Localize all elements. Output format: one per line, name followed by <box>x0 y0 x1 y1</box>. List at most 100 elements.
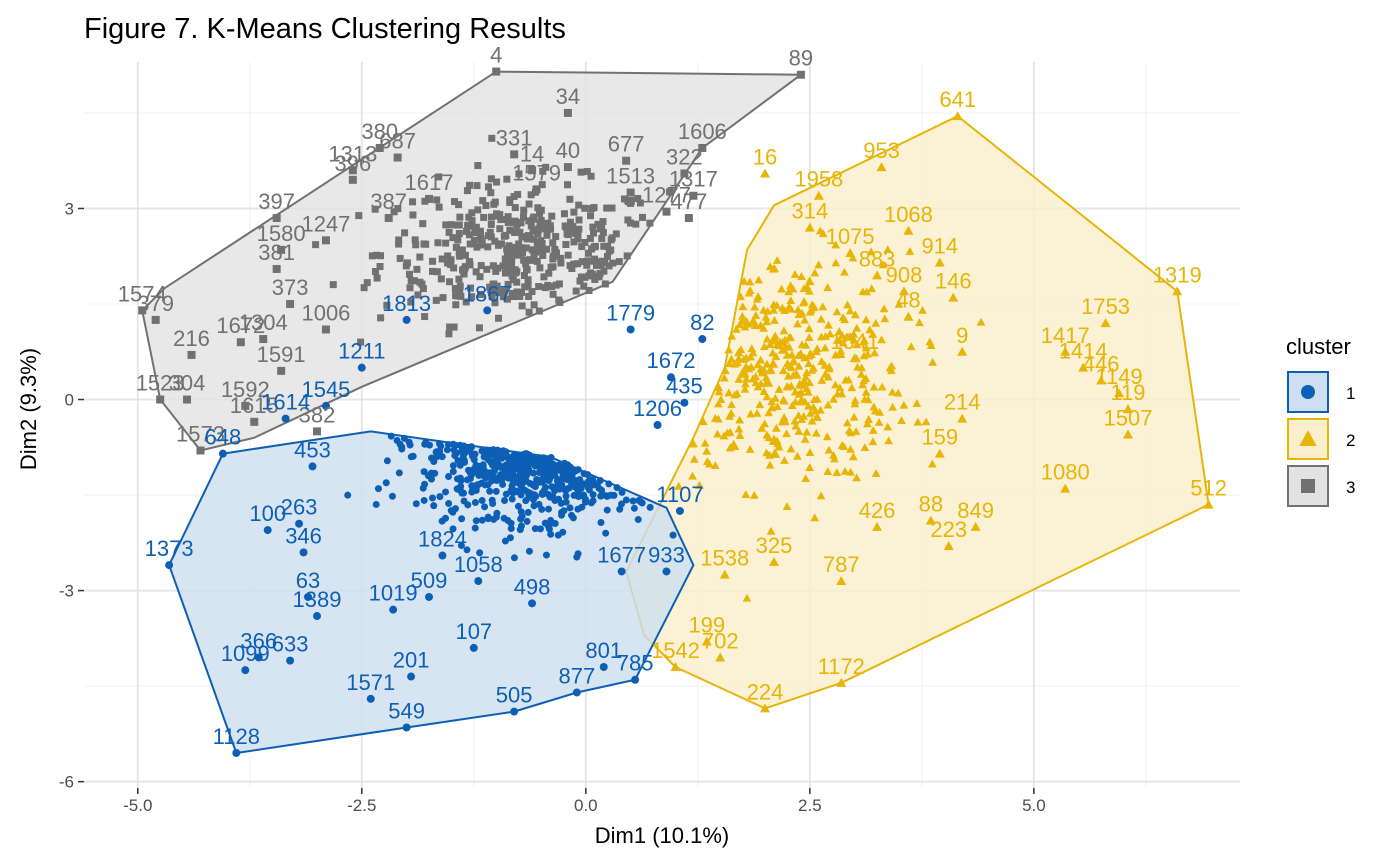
point-label: 1414 <box>1059 339 1108 364</box>
data-point <box>1060 346 1071 356</box>
data-point <box>530 226 538 234</box>
data-point <box>807 365 817 374</box>
data-point <box>719 569 730 579</box>
data-point <box>449 525 457 533</box>
data-point <box>848 452 858 461</box>
data-point <box>373 274 381 282</box>
data-point <box>357 338 365 346</box>
data-point <box>449 467 457 475</box>
data-point <box>447 256 455 264</box>
data-point <box>801 340 811 349</box>
data-point <box>553 462 561 470</box>
data-point <box>513 278 521 286</box>
x-tick-label: 0.0 <box>574 796 598 815</box>
data-point <box>535 226 543 234</box>
data-point <box>715 652 726 662</box>
data-point <box>563 108 572 117</box>
data-point <box>635 497 643 505</box>
point-label: 641 <box>939 87 976 112</box>
data-point <box>481 503 489 511</box>
data-point <box>684 214 693 223</box>
data-point <box>458 447 466 455</box>
data-point <box>701 636 712 646</box>
data-point <box>734 354 744 362</box>
data-point <box>478 479 486 487</box>
data-point <box>416 253 424 261</box>
data-point <box>464 466 472 474</box>
data-point <box>805 277 815 286</box>
data-point <box>410 277 418 285</box>
point-label: 453 <box>294 437 331 462</box>
point-label: 224 <box>747 679 784 704</box>
data-point <box>794 426 804 435</box>
data-point <box>442 221 450 229</box>
data-point <box>867 284 877 293</box>
data-point <box>491 299 499 307</box>
data-point <box>749 490 759 499</box>
data-point <box>799 297 809 305</box>
data-point <box>714 387 724 396</box>
data-point <box>543 245 551 253</box>
data-point <box>413 265 421 273</box>
data-point <box>816 491 826 500</box>
point-label: 107 <box>455 619 492 644</box>
point-label: 322 <box>666 144 703 169</box>
data-point <box>861 343 871 352</box>
data-point <box>484 243 492 251</box>
data-point <box>412 500 420 508</box>
data-point <box>466 181 474 189</box>
data-point <box>698 335 707 344</box>
data-point <box>443 446 451 454</box>
data-point <box>538 181 546 189</box>
data-point <box>760 168 771 178</box>
data-point <box>454 457 462 465</box>
data-point <box>537 456 545 464</box>
point-label: 1075 <box>826 224 875 249</box>
data-point <box>849 335 859 344</box>
data-point <box>497 453 505 461</box>
data-point <box>770 315 779 324</box>
data-point <box>390 208 398 216</box>
data-point <box>630 504 638 512</box>
data-point <box>808 402 818 411</box>
data-point <box>599 663 608 671</box>
data-point <box>514 502 522 510</box>
point-label: 396 <box>334 151 371 176</box>
data-point <box>615 258 623 266</box>
data-point <box>524 276 532 284</box>
data-point <box>506 267 514 275</box>
data-point <box>456 282 464 290</box>
data-point <box>442 239 450 247</box>
data-point <box>387 432 395 440</box>
data-point <box>841 375 850 384</box>
y-axis-title: Dim2 (9.3%) <box>16 348 41 470</box>
data-point <box>504 213 512 221</box>
data-point <box>823 400 833 409</box>
data-point <box>869 382 879 391</box>
data-point <box>769 556 780 566</box>
data-point <box>634 516 642 524</box>
point-label: 1617 <box>405 170 454 195</box>
data-point <box>880 314 890 323</box>
data-point <box>768 348 778 357</box>
data-point <box>831 240 840 249</box>
data-point <box>703 457 712 465</box>
data-point <box>858 287 868 296</box>
data-point <box>450 323 458 331</box>
data-point <box>870 406 880 415</box>
point-label: 201 <box>393 648 430 673</box>
data-point <box>893 388 903 397</box>
data-point <box>272 214 281 223</box>
data-point <box>493 178 501 186</box>
data-point <box>461 458 469 466</box>
point-label: 1677 <box>597 542 646 567</box>
data-point <box>801 474 811 483</box>
data-point <box>530 491 538 499</box>
data-point <box>796 388 806 396</box>
data-point <box>1060 483 1071 493</box>
data-point <box>487 175 495 183</box>
data-point <box>898 286 909 296</box>
data-point <box>564 251 572 259</box>
data-point <box>528 288 536 296</box>
